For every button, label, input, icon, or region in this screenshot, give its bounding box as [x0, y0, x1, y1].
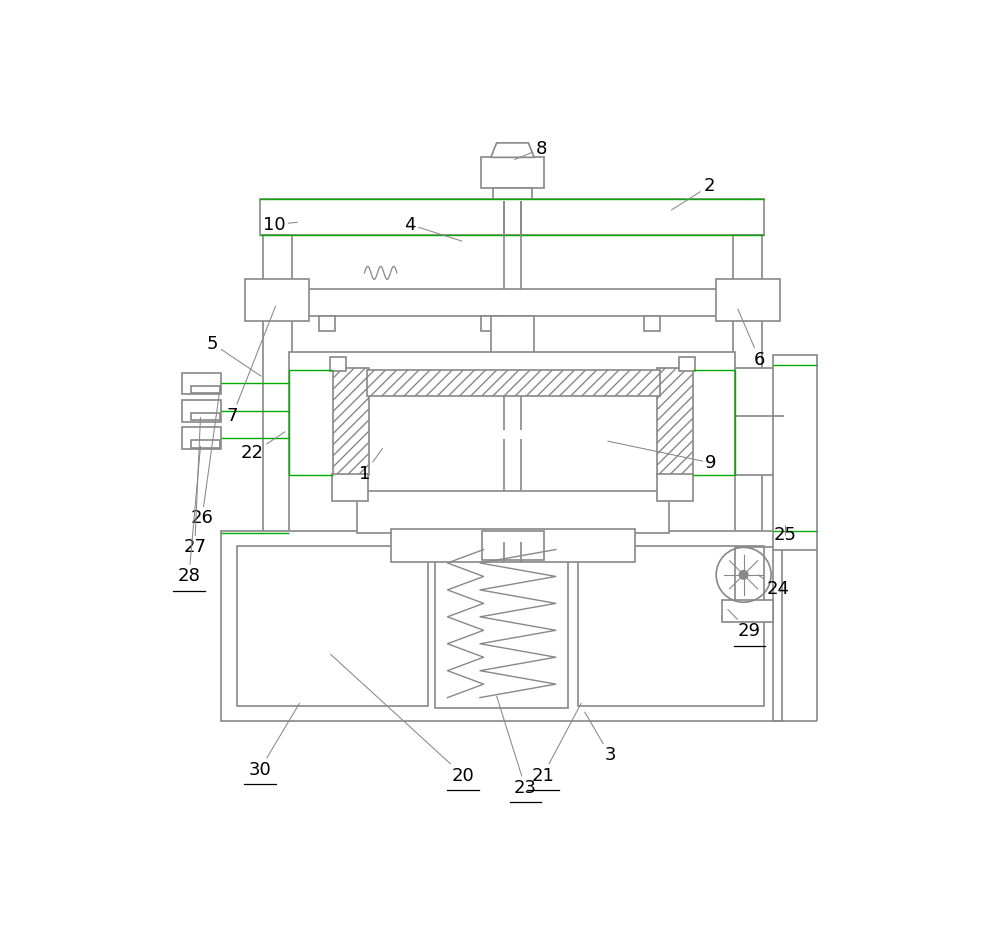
Text: 8: 8: [515, 140, 547, 159]
Text: 3: 3: [585, 712, 616, 764]
Bar: [657, 369, 693, 476]
Text: 1: 1: [359, 448, 382, 483]
Bar: [493, 189, 532, 201]
Bar: [482, 532, 544, 560]
Text: 9: 9: [608, 441, 717, 472]
Bar: [435, 544, 568, 708]
Bar: [182, 372, 221, 394]
Bar: [191, 441, 220, 447]
Bar: [733, 235, 762, 560]
Bar: [722, 600, 773, 622]
Text: 27: 27: [183, 417, 206, 556]
Text: 23: 23: [497, 696, 537, 797]
Bar: [182, 400, 221, 422]
Bar: [333, 369, 369, 476]
Bar: [773, 355, 817, 550]
Bar: [644, 316, 660, 331]
Bar: [296, 289, 728, 316]
Bar: [221, 532, 782, 720]
Bar: [489, 423, 536, 439]
Bar: [330, 356, 346, 371]
Bar: [260, 199, 764, 235]
Bar: [481, 316, 497, 331]
Text: 25: 25: [774, 525, 797, 544]
Bar: [657, 474, 693, 501]
Text: 29: 29: [728, 610, 761, 640]
Text: 22: 22: [241, 431, 285, 462]
Bar: [735, 369, 784, 476]
Circle shape: [739, 570, 748, 579]
Text: 26: 26: [190, 388, 220, 527]
Text: 20: 20: [330, 655, 475, 784]
Text: 28: 28: [177, 446, 200, 585]
Bar: [245, 279, 309, 321]
Bar: [319, 316, 335, 331]
Bar: [237, 546, 428, 706]
Text: 4: 4: [404, 216, 462, 241]
Bar: [578, 546, 764, 706]
Text: 10: 10: [263, 216, 297, 234]
Bar: [679, 356, 695, 371]
Bar: [182, 428, 221, 449]
Bar: [191, 386, 220, 393]
Text: 7: 7: [227, 306, 276, 425]
Bar: [367, 371, 660, 396]
Bar: [357, 491, 669, 533]
Polygon shape: [491, 143, 534, 158]
Text: 21: 21: [531, 704, 581, 784]
Bar: [191, 413, 220, 420]
Text: 30: 30: [248, 704, 299, 779]
Bar: [332, 474, 368, 501]
Bar: [491, 316, 534, 372]
Bar: [289, 353, 735, 533]
Bar: [391, 529, 635, 562]
Bar: [481, 158, 544, 189]
Bar: [716, 279, 780, 321]
Text: 24: 24: [758, 575, 790, 598]
Bar: [263, 235, 292, 560]
Text: 6: 6: [738, 309, 765, 369]
Text: 2: 2: [671, 177, 715, 210]
Text: 5: 5: [207, 335, 261, 376]
